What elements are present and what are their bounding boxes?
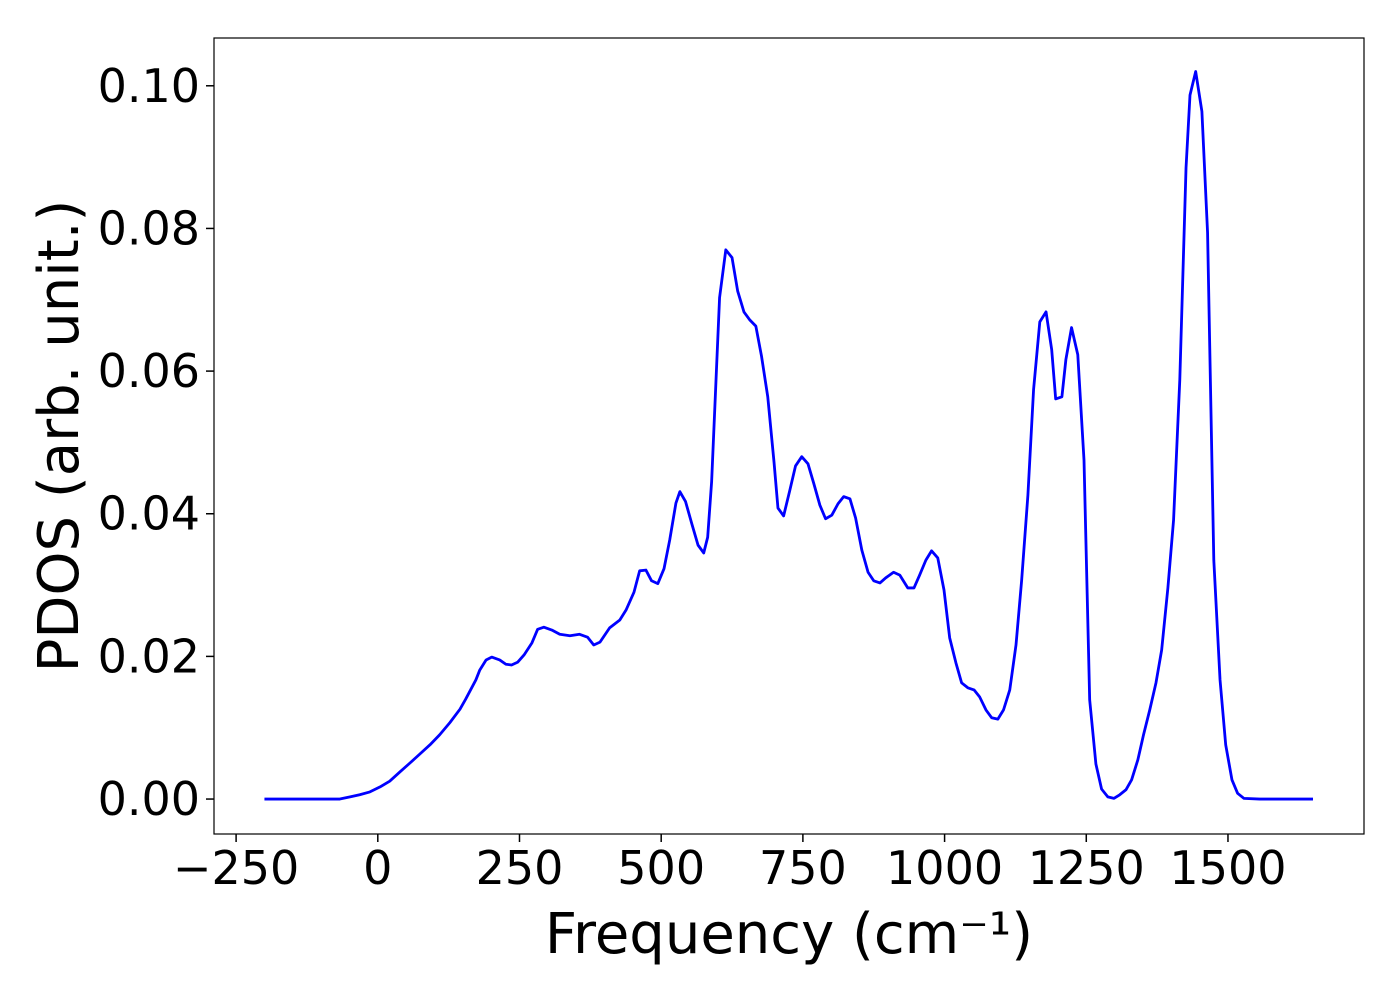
pdos-line xyxy=(264,70,1313,801)
x-tick-label: 0 xyxy=(363,841,392,895)
x-tick-label: 1000 xyxy=(886,841,1003,895)
x-tick-label: 750 xyxy=(759,841,847,895)
x-tick-label: −250 xyxy=(173,841,299,895)
y-tick-label: 0.04 xyxy=(98,487,200,541)
y-tick-label: 0.10 xyxy=(98,59,200,113)
plot-frame xyxy=(213,37,1365,835)
x-tick-label: 1500 xyxy=(1169,841,1286,895)
x-axis-label: Frequency (cm⁻¹) xyxy=(545,902,1033,967)
y-tick-label: 0.08 xyxy=(98,201,200,255)
y-tick-label: 0.02 xyxy=(98,629,200,683)
x-tick-label: 250 xyxy=(476,841,564,895)
y-tick-label: 0.00 xyxy=(98,772,200,826)
y-tick-label: 0.06 xyxy=(98,344,200,398)
x-tick-label: 500 xyxy=(617,841,705,895)
y-axis-label: PDOS (arb. unit.) xyxy=(27,200,92,673)
x-tick-label: 1250 xyxy=(1028,841,1145,895)
